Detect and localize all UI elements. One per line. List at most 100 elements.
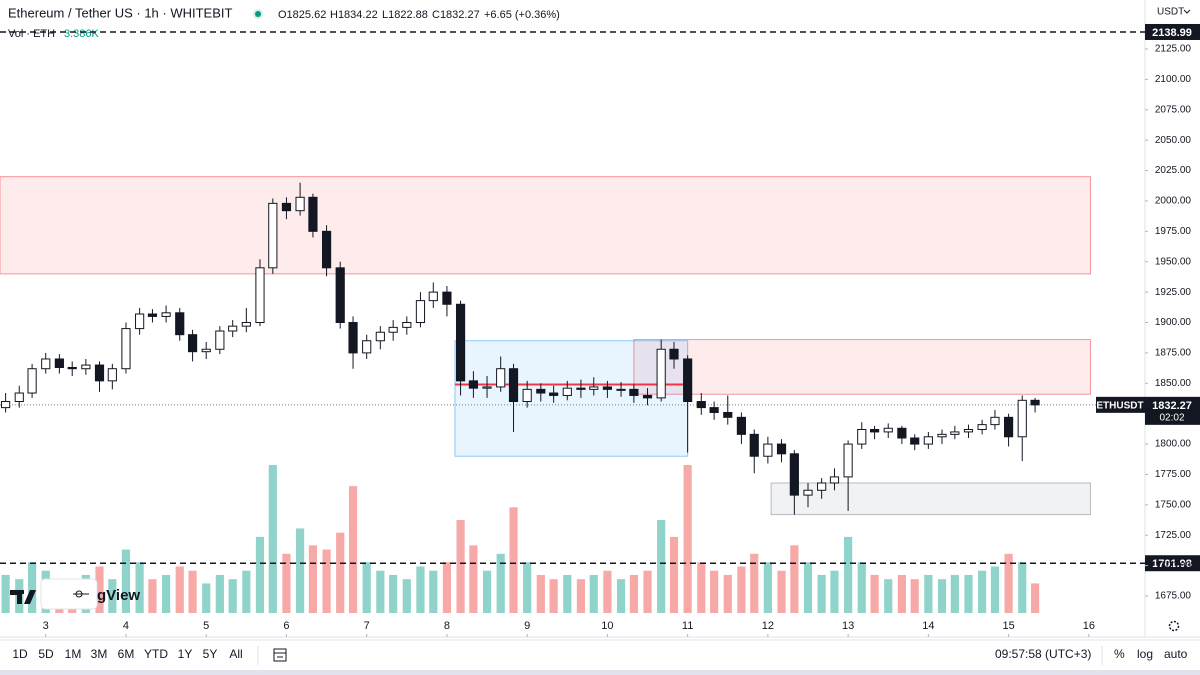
replay-widget[interactable] [40,578,98,610]
x-tick-label: 15 [1002,620,1014,632]
x-tick-label: 8 [444,620,450,632]
candle-body [255,267,265,324]
level-label: 1701.98 [1152,558,1192,570]
volume-bar [750,553,759,613]
candle-body [41,358,51,370]
candle-body [990,416,1000,426]
y-tick-label: 2075.00 [1155,104,1192,115]
candle-body [81,364,91,370]
candle-body [295,196,305,212]
market-status-dot [255,11,261,17]
volume-bar [536,574,545,613]
candle-body [857,428,867,445]
symbol-label: ETHUSDT [1096,400,1143,411]
volume-bar [884,579,893,613]
range-button[interactable]: 3M [91,647,108,661]
volume-bar [1004,553,1013,613]
level-tag [1145,23,1200,40]
candle-body [428,291,438,302]
candle-body [910,437,920,445]
candle-body [415,300,426,324]
volume-bar [188,570,197,613]
x-tick-label: 4 [123,620,129,632]
volume-bar [844,536,853,613]
volume-bar [509,507,518,613]
volume-bar [456,519,465,613]
candle-body [496,368,506,388]
volume-bar [1030,583,1040,613]
volume-bar [589,574,598,613]
candle-body [362,340,372,354]
auto-toggle[interactable]: auto [1164,647,1188,661]
percent-toggle[interactable]: % [1114,647,1125,661]
level-tag [1145,555,1200,572]
volume-bar [710,570,719,613]
range-button[interactable]: 1D [12,647,28,661]
price-label: 1832.27 [1152,400,1192,412]
candle-body [121,328,131,370]
log-toggle[interactable]: log [1137,647,1153,661]
logo-mark [10,590,36,604]
candle-body [937,433,947,438]
date-range-icon [273,648,287,662]
volume-bar [336,532,345,613]
candle-body [388,326,398,333]
candle-body [602,386,612,390]
range-button[interactable]: 5D [38,647,54,661]
candle-body [817,482,827,491]
volume-bar [629,574,638,613]
range-button[interactable]: YTD [144,647,168,661]
volume-bar [643,570,652,613]
volume-bar [683,465,692,613]
volume-bar [964,574,973,613]
volume-bar [268,465,277,613]
candle-body [321,230,332,269]
y-tick-label: 1850.00 [1155,378,1192,389]
volume-bar [162,574,171,613]
candle-body [187,334,198,353]
zone [633,339,1091,395]
logo-text: gView [97,587,140,604]
x-tick-label: 12 [762,620,774,632]
range-button[interactable]: 1M [65,647,82,661]
candle-body [977,424,987,430]
candle-body [549,392,559,396]
volume-bar [669,536,679,613]
volume-bar [549,579,558,613]
legend-low: L1822.88 [382,9,428,21]
range-button[interactable]: 1Y [178,647,193,661]
volume-bar [1018,562,1027,613]
currency-selector[interactable]: USDT [1157,7,1184,18]
volume-bar [175,566,184,613]
x-tick-label: 11 [682,620,693,632]
range-button[interactable]: All [229,647,242,661]
range-button[interactable]: 6M [118,647,135,661]
y-tick-label: 1800.00 [1155,439,1192,450]
settings-button[interactable] [1168,620,1180,632]
candle-body [589,386,599,390]
candle-body [228,325,238,332]
candle-body [67,366,77,370]
volume-bar [657,519,666,613]
range-button[interactable]: 5Y [203,647,218,661]
clock: 09:57:58 (UTC+3) [995,647,1091,661]
volume-bar [790,545,799,613]
candle-body [27,368,37,394]
y-tick-label: 1925.00 [1155,287,1192,298]
x-tick-label: 10 [601,620,613,632]
candle-body [1004,416,1014,438]
volume-bar [803,562,813,613]
volume-value: 3.386K [64,28,100,40]
candle-body [789,453,799,496]
candle-body [161,312,171,317]
y-tick-label: 1975.00 [1155,226,1192,237]
candle-body [107,368,117,382]
volume-bar [255,536,265,613]
volume-bar [402,579,411,613]
candle-body [642,394,653,399]
volume-bar [308,545,318,613]
volume-bar [937,579,947,613]
volume-bar [442,562,452,613]
